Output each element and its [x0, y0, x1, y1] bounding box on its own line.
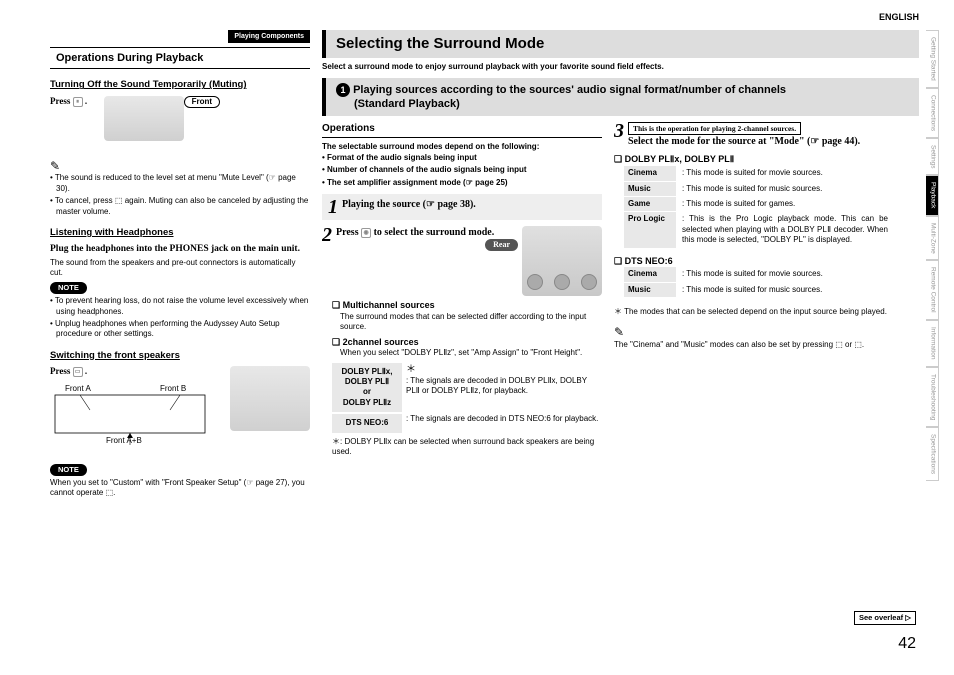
rear-pill: Rear — [485, 239, 518, 251]
decode-footnote: ＊: DOLBY PLⅡx can be selected when surro… — [332, 437, 602, 458]
cinema-music-note: The "Cinema" and "Music" modes can also … — [614, 340, 894, 350]
sidebar-tabs: Getting Started Connections Settings Pla… — [926, 30, 944, 481]
front-speaker-diagram: Front A Front B Front A+B — [50, 384, 210, 454]
tab-connections[interactable]: Connections — [926, 88, 939, 138]
tab-troubleshooting[interactable]: Troubleshooting — [926, 367, 939, 427]
tab-multizone[interactable]: Multi-Zone — [926, 216, 939, 261]
headphones-note-2: • Unplug headphones when performing the … — [50, 319, 310, 340]
headphones-body: The sound from the speakers and pre-out … — [50, 258, 310, 279]
tab-remote[interactable]: Remote Control — [926, 260, 939, 320]
dolby-pl-head: DOLBY PLⅡx, DOLBY PLⅡ — [614, 154, 894, 166]
step-3-text: Select the mode for the source at "Mode"… — [628, 136, 860, 147]
language-badge: ENGLISH — [879, 12, 919, 24]
pen-icon — [50, 159, 64, 173]
multichannel-head: Multichannel sources — [332, 300, 602, 312]
circled-1-icon: 1 — [336, 83, 350, 97]
headphones-heading: Listening with Headphones — [50, 227, 310, 239]
step-2-num: 2 — [322, 226, 332, 244]
remote-thumb-front — [104, 96, 184, 141]
step-3-num: 3 — [614, 122, 624, 140]
press-mute-text: Press ⏸ . — [50, 96, 87, 106]
step-1-num: 1 — [328, 198, 338, 216]
left-column: Playing Components Operations During Pla… — [50, 30, 310, 655]
front-pill: Front — [184, 96, 220, 108]
surround-intro: Select a surround mode to enjoy surround… — [322, 62, 919, 72]
step-2-text: Press ◉ to select the surround mode. Rea… — [336, 226, 518, 251]
remote-rear-thumb — [522, 226, 602, 296]
dep-1: • Format of the audio signals being inpu… — [322, 153, 602, 163]
note-pill-2: NOTE — [50, 464, 87, 476]
selecting-surround-title: Selecting the Surround Mode — [322, 30, 919, 58]
front-speakers-heading: Switching the front speakers — [50, 350, 310, 362]
2channel-head: 2channel sources — [332, 337, 602, 349]
tab-specifications[interactable]: Specifications — [926, 427, 939, 481]
press-speakers-text: Press ▭ . — [50, 366, 87, 376]
right-column: 3 This is the operation for playing 2-ch… — [614, 122, 894, 463]
tab-information[interactable]: Information — [926, 320, 939, 367]
dts-neo6-head: DTS NEO:6 — [614, 256, 894, 268]
standard-playback-callout: 1 Playing sources according to the sourc… — [322, 78, 919, 117]
front-note-text: When you set to "Custom" with "Front Spe… — [50, 478, 310, 499]
muting-bullet-2: • To cancel, press ⬚ again. Muting can a… — [50, 196, 310, 217]
dolby-table: Cinema: This mode is suited for movie so… — [624, 166, 894, 247]
2channel-body: When you select "DOLBY PLⅡz", set "Amp A… — [340, 348, 602, 358]
operations-playback-title: Operations During Playback — [50, 47, 310, 69]
pen-icon-2 — [614, 325, 628, 339]
multichannel-body: The surround modes that can be selected … — [340, 312, 602, 333]
dep-3: • The set amplifier assignment mode (☞ p… — [322, 178, 602, 188]
step-1-text: Playing the source (☞ page 38). — [342, 198, 596, 211]
playing-components-tag: Playing Components — [228, 30, 310, 43]
see-overleaf: See overleaf — [854, 611, 916, 625]
headphones-bold: Plug the headphones into the PHONES jack… — [50, 243, 310, 255]
tab-settings[interactable]: Settings — [926, 138, 939, 176]
muting-bullet-1: • The sound is reduced to the level set … — [50, 173, 310, 194]
mute-icon: ⏸ — [73, 97, 83, 107]
dep-2: • Number of channels of the audio signal… — [322, 165, 602, 175]
operations-title: Operations — [322, 122, 602, 138]
page-number: 42 — [898, 634, 916, 655]
headphones-note-1: • To prevent hearing loss, do not raise … — [50, 296, 310, 317]
tab-playback[interactable]: Playback — [926, 175, 939, 215]
muting-heading: Turning Off the Sound Temporarily (Mutin… — [50, 79, 310, 91]
modes-depend-note: ＊ The modes that can be selected depend … — [614, 307, 894, 317]
dts-table: Cinema: This mode is suited for movie so… — [624, 267, 894, 297]
speakers-icon: ▭ — [73, 367, 83, 377]
note-pill-1: NOTE — [50, 282, 87, 294]
2ch-operation-box: This is the operation for playing 2-chan… — [628, 122, 801, 135]
mid-column: Operations The selectable surround modes… — [322, 122, 602, 463]
depends-text: The selectable surround modes depend on … — [322, 142, 602, 152]
amp-thumb — [230, 366, 310, 431]
std-icon: ◉ — [361, 228, 371, 238]
decode-table: DOLBY PLⅡx, DOLBY PLⅡ or DOLBY PLⅡz ＊: T… — [332, 363, 602, 433]
tab-getting-started[interactable]: Getting Started — [926, 30, 939, 88]
